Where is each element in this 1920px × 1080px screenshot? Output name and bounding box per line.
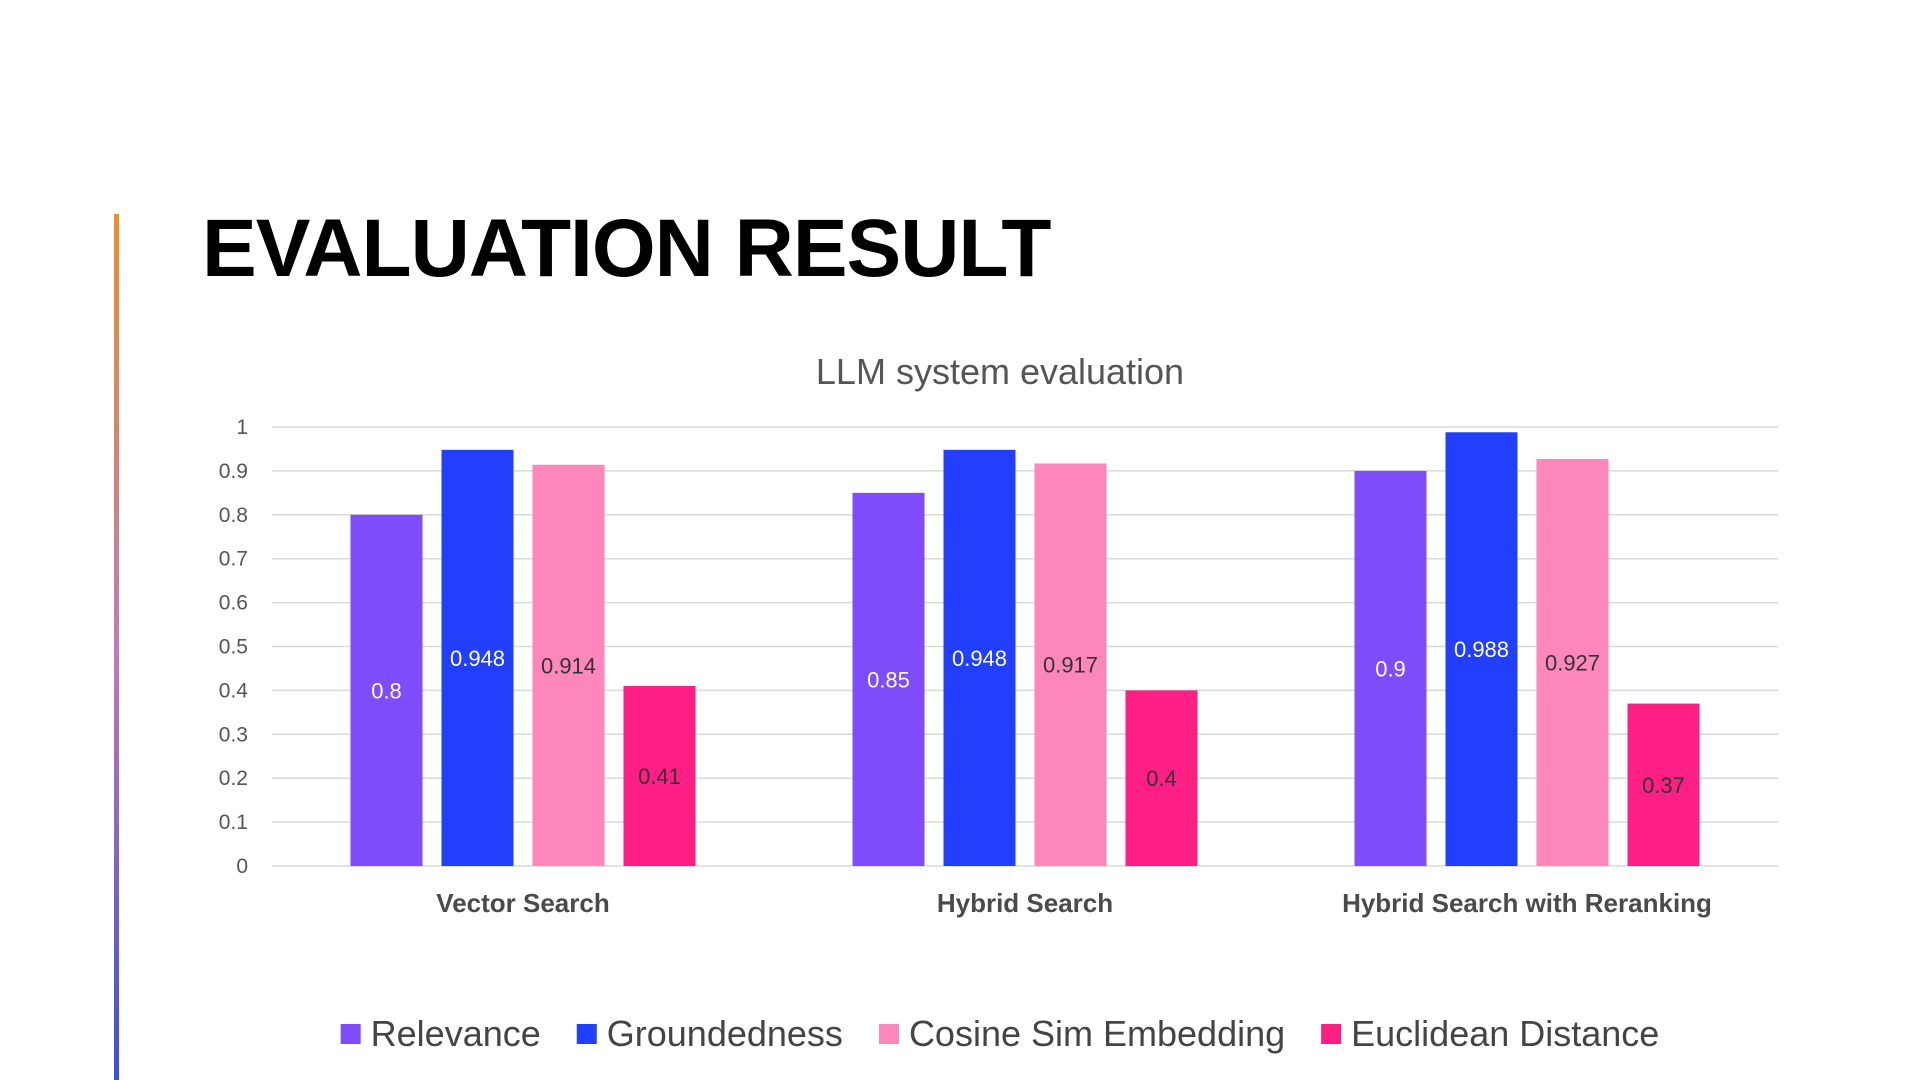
legend-item-groundedness: Groundedness [576,1013,843,1054]
data-label: 0.917 [1043,653,1098,678]
data-label: 0.8 [371,678,402,703]
legend: Relevance Groundedness Cosine Sim Embeddin… [340,1013,1659,1054]
y-tick-label: 0.4 [219,679,249,702]
data-label: 0.988 [1454,637,1509,662]
legend-swatch [878,1024,899,1044]
bar-euclidean-distance [623,686,696,866]
bars [350,432,1700,866]
data-label: 0.914 [541,653,596,678]
data-label: 0.41 [638,764,681,789]
bar-cosine-sim-embedding [1536,459,1609,866]
bar-groundedness [441,449,514,866]
y-tick-label: 0.1 [219,811,248,834]
legend-swatch [340,1024,361,1044]
bar-relevance [350,514,423,866]
legend-swatch [576,1024,597,1044]
y-tick-label: 0.7 [219,548,248,571]
legend-item-euclidean-distance: Euclidean Distance [1321,1013,1659,1054]
legend-label: Relevance [371,1013,541,1054]
accent-bar [114,214,119,1080]
data-label: 0.4 [1146,766,1177,791]
legend-label: Cosine Sim Embedding [909,1013,1285,1054]
y-tick-label: 0.8 [219,504,248,527]
bar-cosine-sim-embedding [532,464,605,866]
y-tick-label: 0 [236,855,248,878]
category-label: Hybrid Search [937,888,1113,918]
legend-item-cosine-sim-embedding: Cosine Sim Embedding [878,1013,1285,1054]
data-label: 0.9 [1375,656,1406,681]
chart-title: LLM system evaluation [816,351,1184,392]
data-labels: 0.8 0.948 0.914 0.41 0.85 0.948 0.917 0.4 0.9 0.9… [371,637,1685,798]
page-title: EVALUATION RESULT [202,203,1052,294]
legend-swatch [1321,1024,1342,1044]
y-tick-label: 1 [236,416,248,439]
x-axis-categories: Vector Search Hybrid Search Hybrid Search … [436,888,1712,918]
y-axis-ticks: 0 0.1 0.2 0.3 0.4 0.5 0.6 0.7 0.8 0.9 1 [219,416,249,878]
data-label: 0.927 [1545,651,1600,676]
category-label: Vector Search [436,888,609,918]
legend-label: Groundedness [607,1013,843,1054]
gridlines [272,426,1778,867]
bar-relevance [852,492,925,866]
y-tick-label: 0.5 [219,636,248,659]
y-tick-label: 0.2 [219,767,248,790]
bar-euclidean-distance [1125,690,1198,866]
category-label: Hybrid Search with Reranking [1342,888,1712,918]
bar-groundedness [943,449,1016,866]
data-label: 0.85 [867,667,910,692]
bar-cosine-sim-embedding [1034,463,1107,866]
bar-relevance [1354,470,1427,866]
data-label: 0.948 [450,646,505,671]
data-label: 0.37 [1642,773,1685,798]
y-tick-label: 0.9 [219,460,248,483]
bar-euclidean-distance [1627,703,1700,866]
legend-item-relevance: Relevance [340,1013,541,1054]
y-tick-label: 0.6 [219,592,248,615]
bar-groundedness [1445,432,1518,866]
y-tick-label: 0.3 [219,723,248,746]
legend-label: Euclidean Distance [1351,1013,1659,1054]
data-label: 0.948 [952,646,1007,671]
